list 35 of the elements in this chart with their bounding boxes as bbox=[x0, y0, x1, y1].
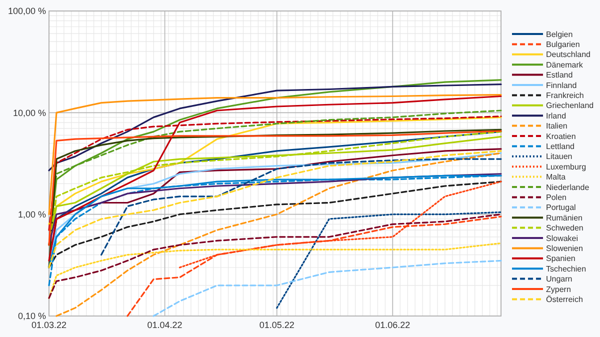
legend-label: Kroatien bbox=[546, 132, 576, 141]
legend-label: Spanien bbox=[546, 254, 576, 264]
legend-label: Finnland bbox=[546, 80, 577, 90]
x-tick-label: 01.03.22 bbox=[31, 320, 67, 330]
legend-label: Bulgarien bbox=[546, 40, 580, 49]
y-tick-label: 1,00 % bbox=[18, 209, 46, 220]
y-tick-label: 0,10 % bbox=[18, 311, 46, 322]
legend-label: Griechenland bbox=[546, 101, 594, 110]
legend-label: Estland bbox=[546, 70, 573, 80]
legend-label: Portugal bbox=[546, 203, 576, 212]
legend-label: Italien bbox=[546, 122, 568, 131]
legend-label: Tschechien bbox=[546, 264, 586, 274]
legend-label: Irland bbox=[546, 111, 566, 120]
y-tick-label: 100,00 % bbox=[8, 6, 46, 16]
legend-label: Lettland bbox=[546, 142, 574, 151]
legend-label: Frankreich bbox=[546, 91, 584, 100]
x-tick-label: 01.06.22 bbox=[375, 320, 410, 330]
y-tick-label: 10,00 % bbox=[12, 108, 46, 118]
legend-label: Rumänien bbox=[546, 213, 582, 222]
legend-label: Luxemburg bbox=[546, 162, 586, 172]
legend-label: Slowakei bbox=[546, 234, 578, 243]
legend-label: Ungarn bbox=[546, 274, 572, 284]
legend-label: Österreich bbox=[546, 295, 583, 304]
legend-label: Deutschland bbox=[546, 50, 590, 60]
legend-label: Malta bbox=[546, 172, 566, 182]
legend-label: Niederlande bbox=[546, 182, 590, 192]
legend-label: Polen bbox=[546, 193, 566, 202]
legend-label: Slowenien bbox=[546, 244, 583, 253]
legend-label: Zypern bbox=[546, 284, 571, 294]
x-tick-label: 01.05.22 bbox=[259, 320, 294, 330]
legend-label: Dänemark bbox=[546, 60, 584, 70]
legend-label: Belgien bbox=[546, 30, 573, 39]
legend-label: Litauen bbox=[546, 152, 572, 162]
x-tick-label: 01.04.22 bbox=[147, 320, 182, 330]
legend-label: Schweden bbox=[546, 224, 584, 233]
